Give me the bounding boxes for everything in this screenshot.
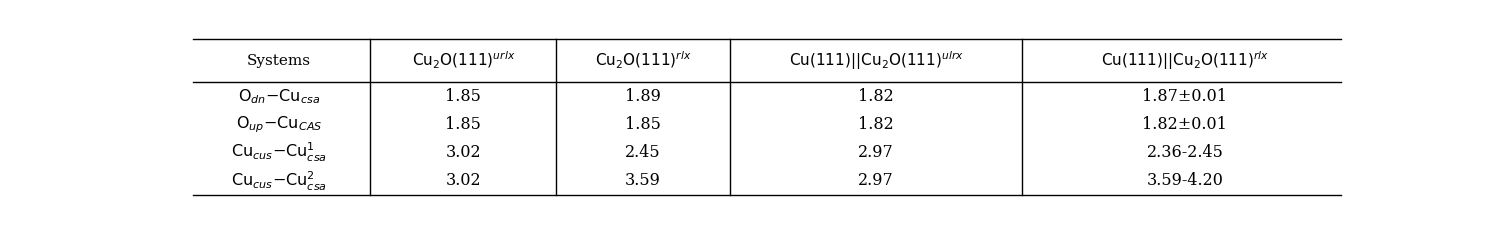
Text: 1.82±0.01: 1.82±0.01 [1142,116,1228,133]
Text: 1.89: 1.89 [626,88,662,105]
Text: 1.85: 1.85 [445,88,481,105]
Text: 2.97: 2.97 [858,173,894,189]
Text: 3.02: 3.02 [446,173,481,189]
Text: $\mathrm{Cu}_{cus}\mathrm{-Cu}^2_{csa}$: $\mathrm{Cu}_{cus}\mathrm{-Cu}^2_{csa}$ [231,169,326,193]
Text: Systems: Systems [247,54,311,68]
Text: $\mathrm{Cu(111)||Cu_2O(111)}^{rlx}$: $\mathrm{Cu(111)||Cu_2O(111)}^{rlx}$ [1100,50,1269,72]
Text: $\mathrm{Cu(111)||Cu_2O(111)}^{ulrx}$: $\mathrm{Cu(111)||Cu_2O(111)}^{ulrx}$ [789,50,964,72]
Text: 1.85: 1.85 [445,116,481,133]
Text: $\mathrm{O}_{up}\mathrm{-Cu}_{CAS}$: $\mathrm{O}_{up}\mathrm{-Cu}_{CAS}$ [235,114,322,135]
Text: 1.85: 1.85 [626,116,662,133]
Text: $\mathrm{Cu_2O(111)}^{rlx}$: $\mathrm{Cu_2O(111)}^{rlx}$ [594,50,692,71]
Text: $\mathrm{Cu}_{cus}\mathrm{-Cu}^1_{csa}$: $\mathrm{Cu}_{cus}\mathrm{-Cu}^1_{csa}$ [231,141,326,164]
Text: 1.82: 1.82 [858,88,894,105]
Text: $\mathrm{O}_{dn}\mathrm{-Cu}_{csa}$: $\mathrm{O}_{dn}\mathrm{-Cu}_{csa}$ [238,87,320,106]
Text: 1.82: 1.82 [858,116,894,133]
Text: 2.45: 2.45 [626,144,660,161]
Text: 3.59: 3.59 [626,173,662,189]
Text: 2.36-2.45: 2.36-2.45 [1147,144,1223,161]
Text: 1.87±0.01: 1.87±0.01 [1142,88,1228,105]
Text: $\mathrm{Cu_2O(111)}^{urlx}$: $\mathrm{Cu_2O(111)}^{urlx}$ [412,50,515,71]
Text: 2.97: 2.97 [858,144,894,161]
Text: 3.02: 3.02 [446,144,481,161]
Text: 3.59-4.20: 3.59-4.20 [1147,173,1223,189]
